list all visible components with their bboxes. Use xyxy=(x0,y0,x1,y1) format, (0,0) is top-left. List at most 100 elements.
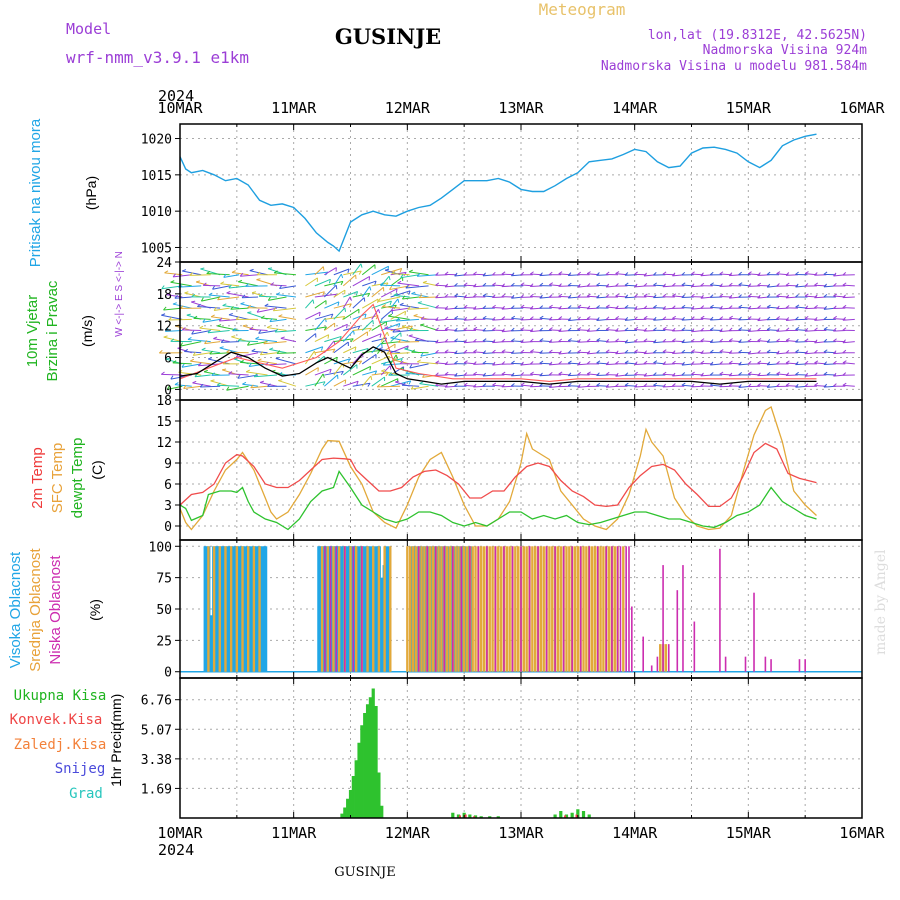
wind-barb-head xyxy=(349,296,352,301)
wind-barb-head xyxy=(256,308,260,313)
dewpoint-line xyxy=(179,469,817,531)
wind-barb-head xyxy=(397,298,400,303)
wind-barb xyxy=(305,277,318,287)
wind-barb-head xyxy=(624,272,629,276)
wind-barb-head xyxy=(823,283,828,288)
low-cloud-bar xyxy=(344,546,346,672)
wind-barb-head xyxy=(529,383,534,388)
wind-barb xyxy=(212,285,230,290)
wind-barb-head xyxy=(510,383,515,387)
mid-cloud-bar xyxy=(516,546,520,672)
wind-barb-head xyxy=(395,380,400,383)
wind-barb xyxy=(378,296,401,303)
wind-barb-head xyxy=(776,350,780,355)
wind-barb-head xyxy=(379,282,384,286)
high-cloud-bar xyxy=(345,546,350,672)
wind-barb-head xyxy=(795,271,799,275)
wind-barb xyxy=(333,268,350,276)
wind-barb-head xyxy=(238,279,243,283)
wind-barb xyxy=(258,329,278,334)
wind-barb-head xyxy=(795,371,799,376)
wind-barb-head xyxy=(728,350,733,354)
convective-precip-bar xyxy=(564,815,567,818)
mid-cloud-bar xyxy=(326,546,329,672)
wind-barb-head xyxy=(322,266,325,271)
wind-barb-head xyxy=(634,338,638,343)
cloud-unit: (%) xyxy=(87,599,103,621)
wind-barb-head xyxy=(681,271,686,276)
wind-barb-head xyxy=(643,272,648,277)
wind-barb-head xyxy=(757,350,761,354)
wind-barb xyxy=(343,380,359,387)
panel-cloud-ytick-label: 75 xyxy=(156,572,172,587)
wind-barb-head xyxy=(634,326,639,330)
wind-barb-head xyxy=(226,349,231,353)
high-cloud-bar xyxy=(243,546,248,672)
wind-barb-head xyxy=(548,271,553,276)
wind-barb-head xyxy=(260,315,265,319)
wind-barb-head xyxy=(210,314,215,318)
wind-barb xyxy=(362,333,382,343)
wind-barb xyxy=(343,346,357,354)
wind-barb-head xyxy=(374,370,378,375)
wind-barb xyxy=(305,291,325,298)
wind-barb-head xyxy=(719,316,724,320)
wind-barb-head xyxy=(728,282,733,287)
low-cloud-bar xyxy=(329,546,332,672)
low-cloud-bar xyxy=(434,546,437,672)
wind-barb-head xyxy=(605,316,610,320)
wind-barb-head xyxy=(202,282,207,286)
wind-barb-head xyxy=(482,293,487,297)
wind-barb-head xyxy=(700,294,704,299)
wind-barb-head xyxy=(211,372,215,376)
wind-barb-head xyxy=(492,294,496,298)
wind-barb-head xyxy=(172,360,177,364)
wind-barb-head xyxy=(672,360,676,364)
wind-barb-head xyxy=(164,270,169,274)
wind-barb xyxy=(238,340,259,343)
mid-cloud-bar xyxy=(457,546,460,672)
panel-temperature-ytick-label: 18 xyxy=(156,394,172,409)
wind-barb-head xyxy=(389,300,392,306)
total-precip-bar xyxy=(456,814,461,818)
wind-barb xyxy=(417,302,439,309)
wind-barb-head xyxy=(482,327,487,332)
wind-barb-head xyxy=(399,302,404,306)
x-tick-label-bottom: 15MAR xyxy=(726,824,772,842)
wind-barb-head xyxy=(757,360,762,364)
wind-barb-head xyxy=(776,305,780,310)
wind-barb xyxy=(280,337,297,343)
total-precip-bar xyxy=(377,772,381,818)
wind-barb xyxy=(174,296,192,299)
wind-barb-head xyxy=(558,361,562,365)
wind-barb xyxy=(211,316,230,320)
wind-barb-head xyxy=(204,340,208,344)
wind-barb-head xyxy=(823,306,827,310)
high-cloud-bar xyxy=(214,546,219,672)
panel-cloud-ytick-label: 100 xyxy=(149,540,172,555)
wind-barb-head xyxy=(842,304,847,309)
wind-barb-head xyxy=(200,267,205,270)
high-cloud-bar xyxy=(379,577,384,672)
wind-barb-head xyxy=(653,339,657,344)
wind-barb-head xyxy=(267,296,271,301)
panel-wind-ytick-label: 6 xyxy=(164,352,172,367)
wind-barb-head xyxy=(231,335,236,338)
wind-barb xyxy=(415,339,439,343)
wind-barb-head xyxy=(643,293,648,297)
wind-barb xyxy=(266,327,287,331)
wind-barb-head xyxy=(842,272,847,276)
wind-barb xyxy=(381,323,401,331)
high-cloud-axis-title: Visoka Oblacnost xyxy=(7,551,24,668)
wind-barb xyxy=(209,352,230,355)
wind-barb-head xyxy=(501,338,506,343)
wind-barb-head xyxy=(577,294,581,298)
panel-precip-ytick-label: 1.69 xyxy=(141,782,172,797)
mid-cloud-bar xyxy=(599,546,602,672)
wind-barb-head xyxy=(393,292,398,296)
wind-barb-head xyxy=(776,271,781,275)
wind-barb-head xyxy=(700,338,705,342)
wind-barb-head xyxy=(161,371,165,375)
wind-barb xyxy=(390,290,411,298)
high-cloud-bar xyxy=(362,546,367,672)
